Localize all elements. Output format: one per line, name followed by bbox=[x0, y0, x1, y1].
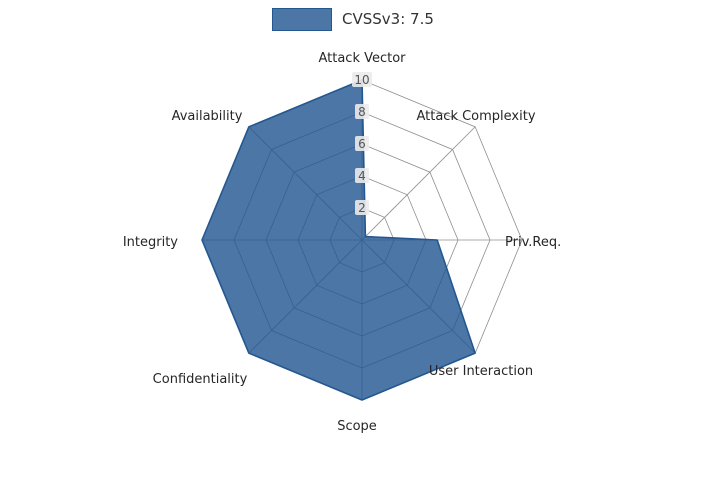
axis-label: Priv.Req. bbox=[505, 235, 561, 250]
radial-tick-bg bbox=[355, 104, 369, 119]
grid-spoke bbox=[361, 126, 476, 241]
radial-tick-bg bbox=[355, 136, 369, 151]
axis-label: Integrity bbox=[123, 235, 178, 250]
legend-label: CVSSv3: 7.5 bbox=[342, 10, 434, 28]
radial-tick-label: 4 bbox=[358, 169, 366, 183]
axis-label: Confidentiality bbox=[153, 372, 248, 387]
series-polygon bbox=[201, 79, 476, 401]
radial-tick-label: 8 bbox=[358, 105, 366, 119]
radial-tick-label: 10 bbox=[354, 73, 369, 87]
axis-label: Availability bbox=[172, 109, 243, 124]
axis-label: User Interaction bbox=[429, 364, 533, 379]
axis-label: Attack Complexity bbox=[416, 109, 535, 124]
axis-label: Attack Vector bbox=[318, 51, 406, 66]
radial-tick-bg bbox=[355, 200, 369, 215]
radial-tick-bg bbox=[352, 72, 372, 87]
radial-tick-label: 6 bbox=[358, 137, 366, 151]
legend: CVSSv3: 7.5 bbox=[272, 8, 434, 31]
axis-label: Scope bbox=[337, 419, 377, 434]
legend-swatch bbox=[272, 8, 332, 31]
radial-tick-label: 2 bbox=[358, 201, 366, 215]
radial-tick-bg bbox=[355, 168, 369, 183]
